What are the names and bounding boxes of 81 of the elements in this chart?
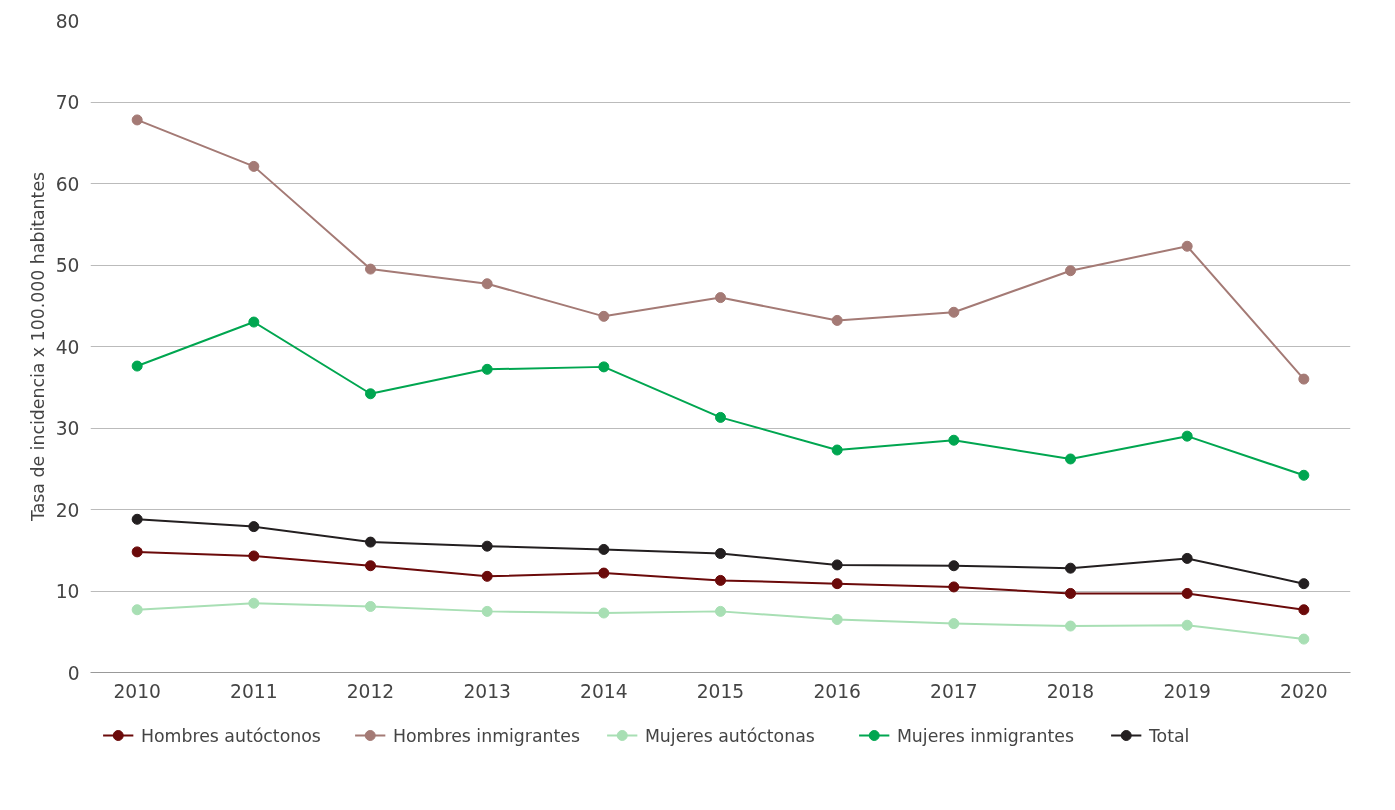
point (1065, 587, 1076, 599)
point (481, 363, 493, 375)
y-tick-label: 20 (55, 499, 80, 521)
point (831, 444, 843, 456)
point (481, 605, 493, 617)
x-tick-label: 2015 (696, 680, 745, 702)
point (715, 605, 726, 617)
y-tick-label: 10 (55, 581, 80, 602)
y-tick-label: 60 (55, 173, 80, 195)
y-tick-label: 50 (55, 255, 80, 276)
legend-label: Hombres inmigrantes (392, 725, 581, 746)
point (715, 548, 726, 559)
point (948, 618, 960, 630)
x-tick-label: 2020 (1280, 680, 1328, 702)
y-axis-title: Tasa de incidencia x 100.000 habitantes (27, 171, 48, 523)
point (131, 546, 143, 558)
x-tick-label: 2019 (1163, 680, 1211, 702)
point (831, 614, 843, 626)
point (948, 434, 960, 446)
legend-label: Hombres autóctonos (140, 725, 321, 746)
point (131, 604, 143, 616)
point (1181, 430, 1193, 442)
y-tick-label: 40 (55, 336, 80, 358)
point (1298, 469, 1310, 481)
x-tick-label: 2016 (813, 680, 861, 702)
point (948, 306, 960, 318)
point (481, 540, 493, 552)
point (248, 597, 260, 609)
x-tick-label: 2017 (930, 680, 978, 702)
x-tick-label: 2012 (346, 680, 395, 702)
point (831, 314, 843, 326)
point (598, 310, 610, 322)
point (365, 263, 376, 275)
point (248, 550, 260, 562)
x-tick-label: 2014 (580, 680, 628, 702)
point (1298, 604, 1310, 616)
point (1065, 620, 1076, 632)
point (131, 513, 143, 525)
point (131, 360, 143, 372)
x-tick-label: 2013 (463, 680, 511, 702)
x-tick-label: 2018 (1046, 680, 1095, 702)
point (948, 560, 960, 572)
point (715, 292, 726, 304)
point (248, 316, 260, 328)
x-tick-label: 2010 (113, 680, 161, 702)
point (365, 560, 376, 572)
point (1181, 240, 1193, 252)
point (1298, 373, 1310, 385)
point (1181, 552, 1193, 564)
y-tick-label: 0 (67, 662, 80, 684)
point (481, 570, 493, 582)
point (365, 388, 376, 400)
legend-label: Mujeres autóctonas (644, 725, 815, 746)
x-tick-label: 2011 (230, 680, 278, 702)
point (481, 278, 493, 290)
point (831, 559, 843, 571)
point (365, 536, 376, 548)
y-tick-label: 30 (55, 418, 80, 439)
point (715, 411, 726, 423)
point (248, 160, 260, 172)
point (831, 578, 843, 590)
point (598, 607, 610, 619)
point (1065, 562, 1076, 574)
y-tick-label: 70 (55, 92, 80, 113)
point (1298, 578, 1310, 590)
point (948, 581, 960, 593)
point (131, 114, 143, 126)
point (715, 574, 726, 586)
point (1181, 619, 1193, 631)
point (1065, 265, 1076, 277)
point (598, 567, 610, 579)
point (1181, 587, 1193, 599)
point (598, 361, 610, 373)
point (365, 600, 376, 612)
y-tick-label: 80 (55, 10, 80, 32)
point (1298, 633, 1310, 645)
legend-label: Total (1147, 725, 1190, 746)
legend-label: Mujeres inmigrantes (896, 725, 1074, 746)
point (1065, 453, 1076, 465)
point (248, 521, 260, 533)
point (598, 543, 610, 555)
